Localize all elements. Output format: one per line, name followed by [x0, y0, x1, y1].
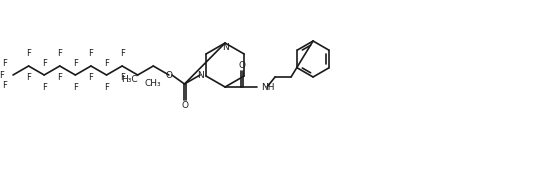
Text: F: F [26, 50, 31, 58]
Text: O: O [166, 71, 172, 79]
Text: O: O [239, 61, 246, 69]
Text: N: N [197, 71, 203, 79]
Text: F: F [104, 58, 109, 68]
Text: NH: NH [261, 82, 274, 92]
Text: F: F [104, 82, 109, 92]
Text: F: F [42, 58, 46, 68]
Text: F: F [26, 74, 31, 82]
Text: F: F [73, 58, 78, 68]
Text: F: F [73, 82, 78, 92]
Text: F: F [3, 80, 7, 89]
Text: F: F [3, 60, 7, 68]
Text: F: F [0, 71, 4, 79]
Text: CH₃: CH₃ [145, 79, 162, 89]
Text: H₃C: H₃C [121, 75, 137, 85]
Text: F: F [42, 82, 46, 92]
Text: F: F [120, 74, 124, 82]
Text: F: F [89, 74, 93, 82]
Text: F: F [89, 50, 93, 58]
Text: F: F [120, 50, 124, 58]
Text: F: F [57, 50, 62, 58]
Text: N: N [222, 43, 229, 51]
Text: O: O [182, 102, 189, 110]
Text: F: F [57, 74, 62, 82]
